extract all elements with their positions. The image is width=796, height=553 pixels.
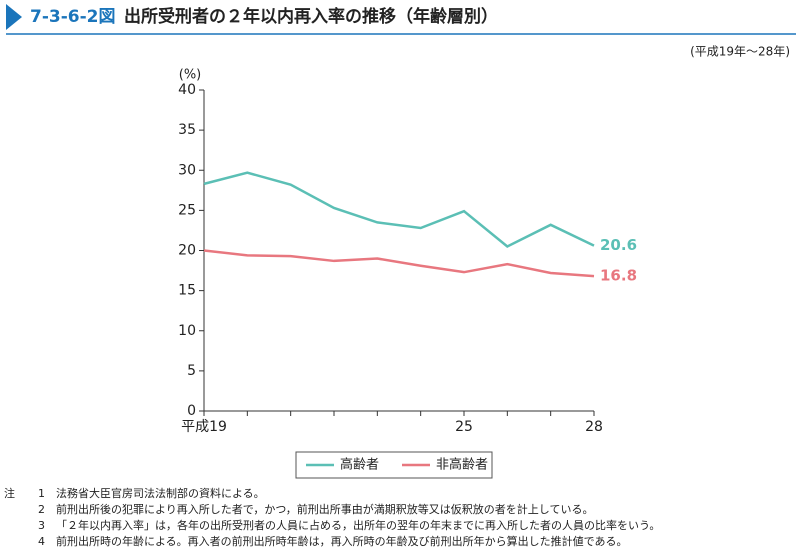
y-tick-label: 35	[178, 122, 196, 138]
y-tick-label: 10	[178, 323, 196, 339]
x-tick-label: 平成19	[181, 419, 227, 435]
note-text: 前刑出所後の犯罪により再入所した者で，かつ，前刑出所事由が満期釈放等又は仮釈放の…	[56, 503, 594, 516]
note-mark	[4, 518, 38, 534]
data-label: 20.6	[600, 236, 637, 254]
y-tick-label: 25	[178, 202, 196, 218]
note-mark	[4, 534, 38, 550]
y-tick-label: 15	[178, 283, 196, 299]
data-label: 16.8	[600, 267, 637, 285]
subtitle: (平成19年～28年)	[690, 45, 790, 59]
note: 3 「２年以内再入率」は，各年の出所受刑者の人員に占める，出所年の翌年の年末までに…	[4, 518, 660, 534]
y-tick-label: 5	[187, 363, 196, 379]
y-axis-unit: (%)	[179, 68, 202, 83]
legend-label: 非高齢者	[436, 457, 488, 473]
line-series	[203, 249, 595, 278]
note-num: 2	[38, 503, 45, 516]
note-mark: 注	[4, 487, 15, 500]
note: 注 1 法務省大臣官房司法法制部の資料による。	[4, 486, 660, 502]
note-num: 3	[38, 519, 45, 532]
y-tick-label: 40	[178, 82, 196, 98]
note-text: 「２年以内再入率」は，各年の出所受刑者の人員に占める，出所年の翌年の年末までに再…	[56, 519, 661, 532]
chart-title: 出所受刑者の２年以内再入率の推移（年齢層別）	[124, 6, 498, 27]
x-tick-label: 28	[585, 419, 603, 435]
note-text: 前刑出所時の年齢による。再入者の前刑出所時年齢は，再入所時の年齢及び前刑出所年か…	[56, 535, 628, 548]
note-num: 4	[38, 535, 45, 548]
y-tick-label: 20	[178, 243, 196, 259]
y-tick-label: 0	[187, 403, 196, 419]
figure-number: 7-3-6-2図	[30, 7, 115, 27]
notes: 注 1 法務省大臣官房司法法制部の資料による。 2 前刑出所後の犯罪により再入所した者で…	[4, 486, 660, 550]
note-mark	[4, 502, 38, 518]
note: 2 前刑出所後の犯罪により再入所した者で，かつ，前刑出所事由が満期釈放等又は仮釈放…	[4, 502, 660, 518]
note-num: 1	[38, 487, 45, 500]
y-tick-label: 30	[178, 162, 196, 178]
legend-box	[295, 451, 493, 479]
legend-label: 高齢者	[340, 457, 379, 473]
note: 4 前刑出所時の年齢による。再入者の前刑出所時年齢は，再入所時の年齢及び前刑出所年…	[4, 534, 660, 550]
header-icon	[6, 4, 22, 30]
note-text: 法務省大臣官房司法法制部の資料による。	[56, 487, 265, 500]
line-series	[203, 171, 595, 248]
x-tick-label: 25	[455, 419, 473, 435]
